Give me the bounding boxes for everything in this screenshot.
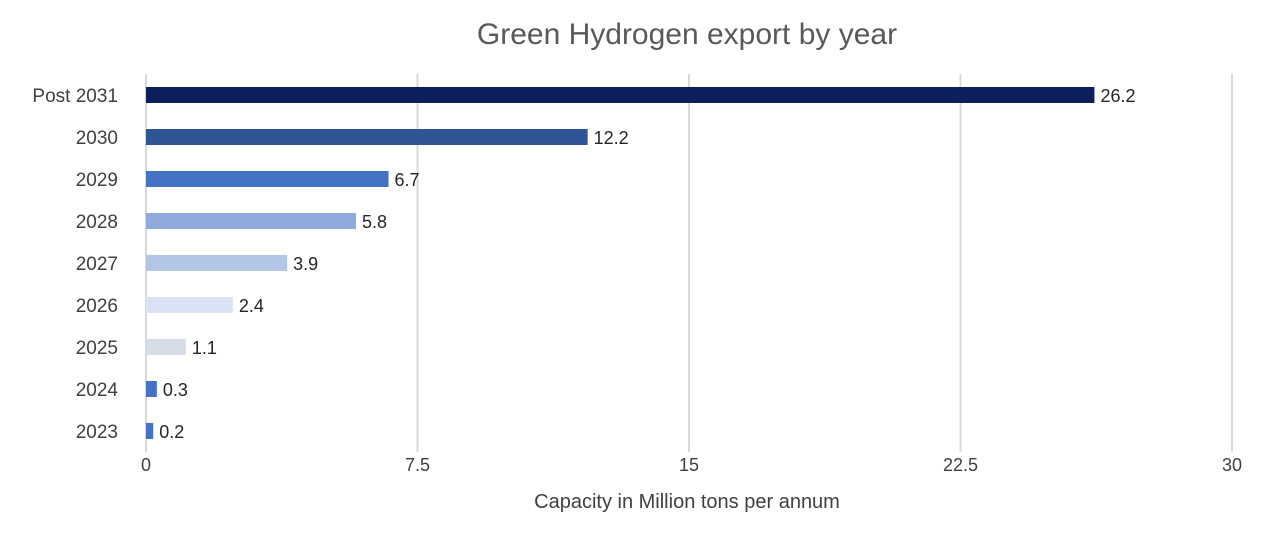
x-tick-label: 22.5 <box>943 455 978 475</box>
category-label: Post 2031 <box>32 86 118 107</box>
data-label: 12.2 <box>594 128 629 148</box>
data-label: 6.7 <box>395 170 420 190</box>
data-labels: 0.2 0.3 1.1 2.4 3.9 5.8 6.7 12.2 26.2 <box>159 86 1135 442</box>
data-label: 0.2 <box>159 422 184 442</box>
x-axis-title: Capacity in Million tons per annum <box>534 491 840 513</box>
category-label: 2030 <box>76 128 118 149</box>
data-label: 2.4 <box>239 296 264 316</box>
category-labels: 2023 2024 2025 2026 2027 2028 2029 2030 Post 203… <box>32 86 118 443</box>
bar <box>146 423 154 439</box>
category-label: 2029 <box>76 170 118 191</box>
bar <box>146 129 588 145</box>
bars <box>146 87 1095 439</box>
data-label: 3.9 <box>293 254 318 274</box>
bar <box>146 171 389 187</box>
data-label: 0.3 <box>163 380 188 400</box>
category-label: 2028 <box>76 212 118 233</box>
bar <box>146 297 233 313</box>
category-label: 2027 <box>76 254 118 275</box>
bar <box>146 255 288 271</box>
bar <box>146 381 157 397</box>
x-tick-label: 7.5 <box>405 455 430 475</box>
data-label: 26.2 <box>1100 86 1135 106</box>
category-label: 2026 <box>76 296 118 317</box>
data-label: 1.1 <box>192 338 217 358</box>
x-tick-label: 0 <box>141 455 151 475</box>
bar <box>146 87 1095 103</box>
bar <box>146 339 186 355</box>
x-tick-label: 30 <box>1222 455 1242 475</box>
x-tick-label: 15 <box>679 455 699 475</box>
category-label: 2023 <box>76 422 118 443</box>
chart-title: Green Hydrogen export by year <box>477 18 897 51</box>
bar <box>146 213 356 229</box>
category-label: 2025 <box>76 338 118 359</box>
category-label: 2024 <box>76 380 119 401</box>
x-tick-labels: 0 7.5 15 22.5 30 <box>141 455 1242 475</box>
data-label: 5.8 <box>362 212 387 232</box>
